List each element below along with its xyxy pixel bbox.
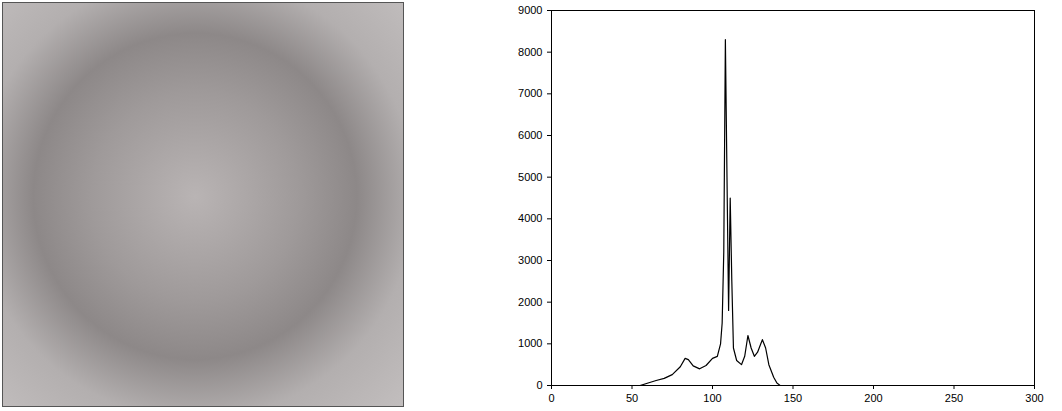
svg-text:2000: 2000 xyxy=(518,296,542,308)
svg-text:250: 250 xyxy=(945,392,963,404)
svg-text:4000: 4000 xyxy=(518,212,542,224)
svg-text:150: 150 xyxy=(784,392,802,404)
svg-text:1000: 1000 xyxy=(518,337,542,349)
svg-text:300: 300 xyxy=(1025,392,1043,404)
svg-text:6000: 6000 xyxy=(518,129,542,141)
svg-text:9000: 9000 xyxy=(518,4,542,16)
svg-text:0: 0 xyxy=(536,379,542,391)
svg-text:3000: 3000 xyxy=(518,254,542,266)
svg-text:0: 0 xyxy=(548,392,554,404)
svg-text:200: 200 xyxy=(864,392,882,404)
svg-text:100: 100 xyxy=(703,392,721,404)
svg-text:5000: 5000 xyxy=(518,171,542,183)
svg-text:8000: 8000 xyxy=(518,46,542,58)
svg-text:50: 50 xyxy=(626,392,638,404)
svg-text:7000: 7000 xyxy=(518,87,542,99)
